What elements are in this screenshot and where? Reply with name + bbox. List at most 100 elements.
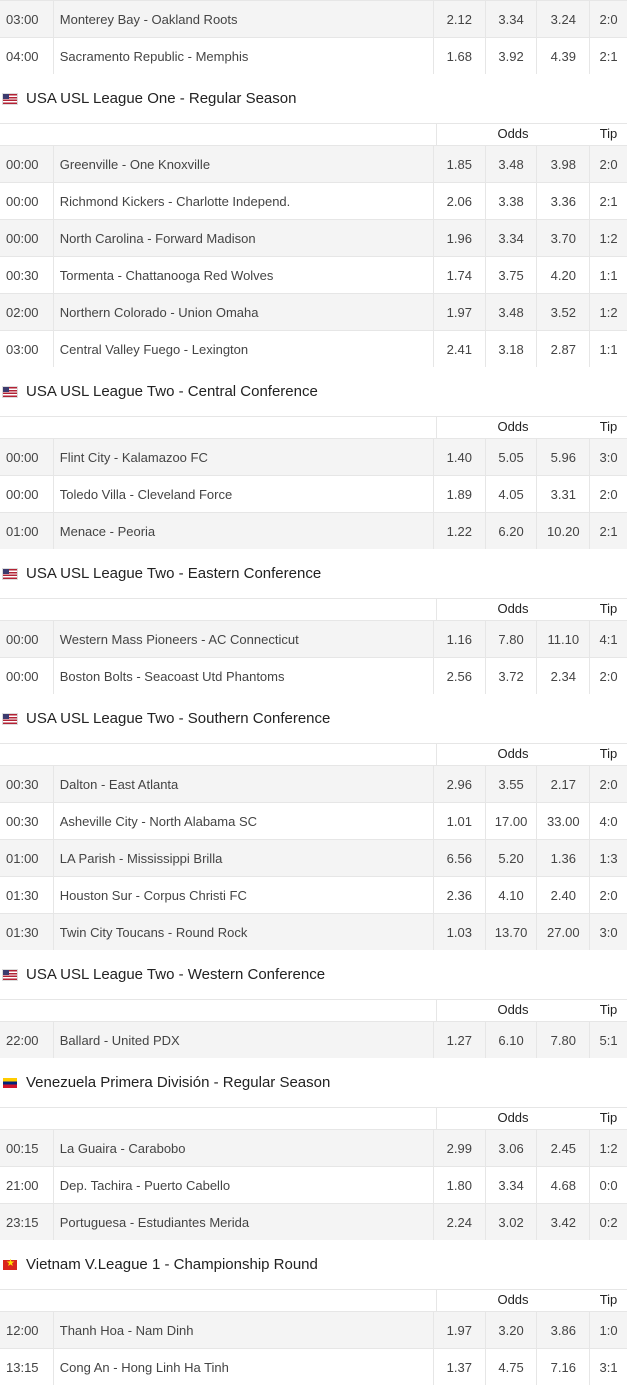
odds-home[interactable]: 2.06 [434, 183, 486, 219]
league-header[interactable]: USA USL League One - Regular Season [0, 74, 627, 123]
match-teams[interactable]: La Guaira - Carabobo [54, 1130, 434, 1166]
odds-draw[interactable]: 3.75 [486, 257, 538, 293]
match-teams[interactable]: Central Valley Fuego - Lexington [54, 331, 434, 367]
odds-home[interactable]: 1.80 [434, 1167, 486, 1203]
match-row[interactable]: 00:30 Tormenta - Chattanooga Red Wolves 1.… [0, 256, 627, 293]
match-teams[interactable]: Thanh Hoa - Nam Dinh [54, 1312, 434, 1348]
odds-home[interactable]: 1.40 [434, 439, 486, 475]
odds-home[interactable]: 1.97 [434, 1312, 486, 1348]
league-name[interactable]: USA USL League Two - Eastern Conference [26, 565, 322, 582]
odds-draw[interactable]: 4.75 [486, 1349, 538, 1385]
odds-draw[interactable]: 3.20 [486, 1312, 538, 1348]
league-header[interactable]: USA USL League Two - Central Conference [0, 367, 627, 416]
match-teams[interactable]: Twin City Toucans - Round Rock [54, 914, 434, 950]
match-row[interactable]: 01:00 Menace - Peoria 1.22 6.20 10.20 2:1 [0, 512, 627, 549]
match-teams[interactable]: Northern Colorado - Union Omaha [54, 294, 434, 330]
odds-away[interactable]: 4.39 [537, 38, 591, 74]
match-teams[interactable]: Houston Sur - Corpus Christi FC [54, 877, 434, 913]
odds-home[interactable]: 1.74 [434, 257, 486, 293]
match-row[interactable]: 00:00 Boston Bolts - Seacoast Utd Phantom… [0, 657, 627, 694]
odds-away[interactable]: 2.45 [537, 1130, 591, 1166]
match-teams[interactable]: Sacramento Republic - Memphis [54, 38, 434, 74]
odds-away[interactable]: 2.87 [537, 331, 591, 367]
odds-away[interactable]: 7.16 [537, 1349, 591, 1385]
match-teams[interactable]: North Carolina - Forward Madison [54, 220, 434, 256]
odds-home[interactable]: 1.01 [434, 803, 486, 839]
odds-away[interactable]: 1.36 [537, 840, 591, 876]
odds-away[interactable]: 7.80 [537, 1022, 591, 1058]
odds-home[interactable]: 6.56 [434, 840, 486, 876]
odds-draw[interactable]: 3.02 [486, 1204, 538, 1240]
match-teams[interactable]: Western Mass Pioneers - AC Connecticut [54, 621, 434, 657]
match-row[interactable]: 00:00 Richmond Kickers - Charlotte Indepe… [0, 182, 627, 219]
odds-draw[interactable]: 3.55 [486, 766, 538, 802]
match-row[interactable]: 03:00 Central Valley Fuego - Lexington 2.4… [0, 330, 627, 367]
match-row[interactable]: 01:30 Twin City Toucans - Round Rock 1.03 1… [0, 913, 627, 950]
odds-away[interactable]: 3.86 [537, 1312, 591, 1348]
match-row[interactable]: 12:00 Thanh Hoa - Nam Dinh 1.97 3.20 3.86 1:0 [0, 1311, 627, 1348]
odds-home[interactable]: 1.89 [434, 476, 486, 512]
match-teams[interactable]: LA Parish - Mississippi Brilla [54, 840, 434, 876]
league-header[interactable]: Venezuela Primera División - Regular Sea… [0, 1058, 627, 1107]
odds-draw[interactable]: 3.38 [486, 183, 538, 219]
match-row[interactable]: 00:30 Asheville City - North Alabama SC 1.… [0, 802, 627, 839]
odds-draw[interactable]: 3.48 [486, 146, 538, 182]
odds-draw[interactable]: 3.06 [486, 1130, 538, 1166]
odds-home[interactable]: 1.68 [434, 38, 486, 74]
odds-home[interactable]: 1.97 [434, 294, 486, 330]
odds-home[interactable]: 1.96 [434, 220, 486, 256]
odds-home[interactable]: 2.24 [434, 1204, 486, 1240]
match-row[interactable]: 23:15 Portuguesa - Estudiantes Merida 2.24… [0, 1203, 627, 1240]
odds-draw[interactable]: 5.20 [486, 840, 538, 876]
league-name[interactable]: Venezuela Primera División - Regular Sea… [26, 1074, 331, 1091]
odds-draw[interactable]: 3.72 [486, 658, 538, 694]
match-row[interactable]: 00:30 Dalton - East Atlanta 2.96 3.55 2.17 2:… [0, 765, 627, 802]
league-header[interactable]: USA USL League Two - Eastern Conference [0, 549, 627, 598]
match-teams[interactable]: Menace - Peoria [54, 513, 434, 549]
match-teams[interactable]: Boston Bolts - Seacoast Utd Phantoms [54, 658, 434, 694]
odds-draw[interactable]: 13.70 [486, 914, 538, 950]
odds-away[interactable]: 3.42 [537, 1204, 591, 1240]
match-teams[interactable]: Monterey Bay - Oakland Roots [54, 1, 434, 37]
odds-away[interactable]: 2.40 [537, 877, 591, 913]
match-teams[interactable]: Richmond Kickers - Charlotte Independ. [54, 183, 434, 219]
odds-away[interactable]: 2.34 [537, 658, 591, 694]
match-row[interactable]: 00:00 Greenville - One Knoxville 1.85 3.48 3… [0, 145, 627, 182]
odds-draw[interactable]: 3.34 [486, 220, 538, 256]
league-header[interactable]: Vietnam V.League 1 - Championship Round [0, 1240, 627, 1289]
odds-draw[interactable]: 4.05 [486, 476, 538, 512]
match-teams[interactable]: Asheville City - North Alabama SC [54, 803, 434, 839]
odds-away[interactable]: 10.20 [537, 513, 591, 549]
match-row[interactable]: 03:00 Monterey Bay - Oakland Roots 2.12 3.3… [0, 0, 627, 37]
league-name[interactable]: USA USL League Two - Central Conference [26, 383, 318, 400]
match-teams[interactable]: Toledo Villa - Cleveland Force [54, 476, 434, 512]
odds-home[interactable]: 1.37 [434, 1349, 486, 1385]
match-row[interactable]: 13:15 Cong An - Hong Linh Ha Tinh 1.37 4.75… [0, 1348, 627, 1385]
odds-home[interactable]: 2.56 [434, 658, 486, 694]
odds-away[interactable]: 27.00 [537, 914, 591, 950]
odds-draw[interactable]: 4.10 [486, 877, 538, 913]
odds-draw[interactable]: 7.80 [486, 621, 538, 657]
match-row[interactable]: 22:00 Ballard - United PDX 1.27 6.10 7.80 5:1 [0, 1021, 627, 1058]
league-name[interactable]: Vietnam V.League 1 - Championship Round [26, 1256, 318, 1273]
odds-home[interactable]: 2.99 [434, 1130, 486, 1166]
odds-draw[interactable]: 3.34 [486, 1, 538, 37]
odds-away[interactable]: 11.10 [537, 621, 591, 657]
odds-away[interactable]: 4.68 [537, 1167, 591, 1203]
match-teams[interactable]: Dep. Tachira - Puerto Cabello [54, 1167, 434, 1203]
match-row[interactable]: 00:15 La Guaira - Carabobo 2.99 3.06 2.45 1:2 [0, 1129, 627, 1166]
odds-draw[interactable]: 3.92 [486, 38, 538, 74]
odds-home[interactable]: 2.12 [434, 1, 486, 37]
match-row[interactable]: 21:00 Dep. Tachira - Puerto Cabello 1.80 3.… [0, 1166, 627, 1203]
odds-away[interactable]: 3.52 [537, 294, 591, 330]
odds-away[interactable]: 2.17 [537, 766, 591, 802]
odds-home[interactable]: 2.36 [434, 877, 486, 913]
match-teams[interactable]: Tormenta - Chattanooga Red Wolves [54, 257, 434, 293]
odds-away[interactable]: 4.20 [537, 257, 591, 293]
match-row[interactable]: 01:30 Houston Sur - Corpus Christi FC 2.36… [0, 876, 627, 913]
odds-home[interactable]: 1.03 [434, 914, 486, 950]
odds-away[interactable]: 3.36 [537, 183, 591, 219]
odds-draw[interactable]: 5.05 [486, 439, 538, 475]
odds-away[interactable]: 5.96 [537, 439, 591, 475]
match-row[interactable]: 01:00 LA Parish - Mississippi Brilla 6.56 5… [0, 839, 627, 876]
